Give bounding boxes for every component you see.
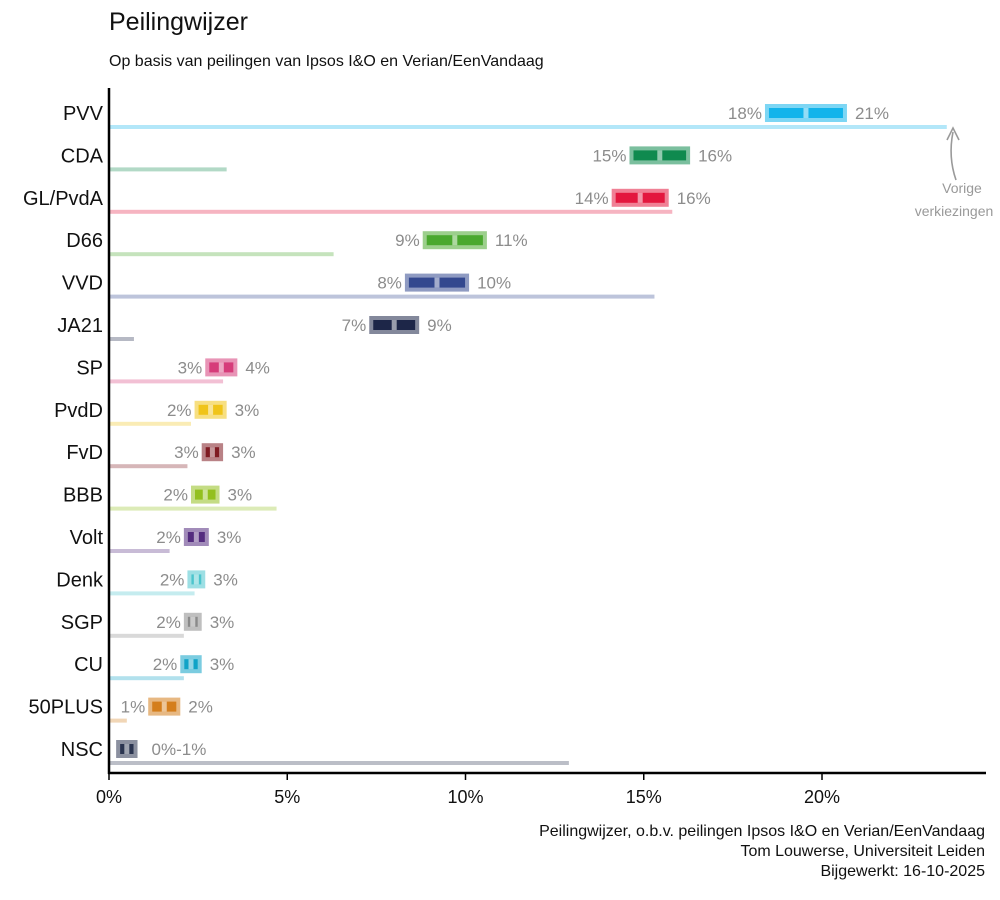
high-bound-label: 3% <box>228 486 253 505</box>
high-bound-label: 3% <box>217 528 242 547</box>
party-label: 50PLUS <box>29 697 104 719</box>
x-tick-label: 20% <box>804 787 840 807</box>
high-bound-label: 21% <box>855 104 889 123</box>
party-label: Denk <box>56 569 104 591</box>
poll-midpoint-marker <box>218 362 224 373</box>
high-bound-label: 3% <box>213 570 238 589</box>
high-bound-label: 10% <box>477 274 511 293</box>
low-bound-label: 2% <box>153 655 178 674</box>
previous-election-bar <box>109 125 947 129</box>
previous-election-bar <box>109 591 195 596</box>
low-bound-label: 2% <box>163 486 188 505</box>
low-bound-label: 3% <box>174 443 199 462</box>
low-bound-label: 14% <box>575 189 609 208</box>
poll-midpoint-marker <box>209 447 215 458</box>
poll-midpoint-marker <box>637 192 643 203</box>
low-bound-label: 8% <box>377 274 402 293</box>
annotation-line-2: verkiezingen <box>915 203 994 219</box>
low-bound-label: 15% <box>592 146 626 165</box>
low-bound-label: 2% <box>156 528 181 547</box>
previous-election-bar <box>109 718 127 723</box>
previous-election-bar <box>109 633 184 638</box>
party-label: GL/PvdA <box>23 188 104 210</box>
annotation-line-1: Vorige <box>942 180 982 196</box>
low-bound-label: 7% <box>342 316 367 335</box>
poll-midpoint-marker <box>391 320 397 330</box>
low-bound-label: 3% <box>178 358 203 377</box>
low-bound-label: 2% <box>160 570 185 589</box>
high-bound-label: 3% <box>210 655 235 674</box>
high-bound-label: 11% <box>495 231 528 250</box>
previous-election-bar <box>109 337 134 341</box>
previous-election-bar <box>109 506 277 511</box>
party-label: CDA <box>61 145 104 167</box>
party-label: BBB <box>63 485 103 507</box>
caption-source: Peilingwijzer, o.b.v. peilingen Ipsos I&… <box>539 823 985 840</box>
chart-area: PVV 18% 21% CDA 15% 16% GL/PvdA 14% 16% D66 9% 11% V… <box>23 88 994 807</box>
x-tick-label: 10% <box>447 787 483 807</box>
high-bound-label: 9% <box>427 316 452 335</box>
poll-midpoint-marker <box>452 235 458 246</box>
high-bound-label: 16% <box>677 189 711 208</box>
chart-title: Peilingwijzer <box>109 8 248 36</box>
high-bound-label: 4% <box>245 358 270 377</box>
previous-election-bar <box>109 421 191 426</box>
poll-midpoint-marker <box>434 277 440 288</box>
x-tick-label: 0% <box>96 787 122 807</box>
chart-subtitle: Op basis van peilingen van Ipsos I&O en … <box>109 53 544 70</box>
high-bound-label: 3% <box>235 401 260 420</box>
high-bound-label: 2% <box>188 698 213 717</box>
low-bound-label: 18% <box>728 104 762 123</box>
previous-election-bar <box>109 464 188 469</box>
party-label: Volt <box>70 527 104 549</box>
party-label: VVD <box>62 273 103 295</box>
annotation-arrowhead <box>946 126 960 141</box>
low-bound-label: 2% <box>156 613 181 632</box>
party-label: SGP <box>61 612 103 634</box>
poll-midpoint-marker <box>208 404 214 415</box>
party-label: PVV <box>63 103 104 125</box>
party-label: SP <box>76 357 103 379</box>
party-label: PvdD <box>54 400 103 422</box>
chart-caption: Peilingwijzer, o.b.v. peilingen Ipsos I&… <box>539 822 985 882</box>
poll-midpoint-marker <box>202 489 208 500</box>
high-bound-label: 3% <box>231 443 256 462</box>
party-label: JA21 <box>57 315 103 337</box>
previous-election-bar <box>109 294 655 299</box>
x-tick-label: 5% <box>274 787 300 807</box>
low-bound-label: 1% <box>121 698 146 717</box>
poll-midpoint-marker <box>193 574 199 585</box>
previous-election-bar <box>109 676 184 681</box>
poll-midpoint-marker <box>803 108 809 118</box>
previous-election-bar <box>109 549 170 553</box>
poll-midpoint-marker <box>161 701 167 712</box>
poll-midpoint-marker <box>657 150 663 161</box>
low-bound-label: 2% <box>167 401 192 420</box>
party-label: D66 <box>66 230 103 252</box>
previous-election-bar <box>109 761 569 765</box>
poll-midpoint-marker <box>193 532 199 542</box>
previous-election-bar <box>109 209 673 214</box>
party-label: NSC <box>61 739 103 761</box>
party-label: CU <box>74 654 103 676</box>
high-bound-label: 3% <box>210 613 235 632</box>
party-label: FvD <box>66 442 103 464</box>
poll-midpoint-marker <box>124 744 130 754</box>
range-label: 0%-1% <box>152 740 207 759</box>
poll-midpoint-marker <box>190 616 196 627</box>
previous-election-bar <box>109 167 227 172</box>
annotation-arrow <box>950 131 957 181</box>
low-bound-label: 9% <box>395 231 420 250</box>
x-tick-label: 15% <box>626 787 662 807</box>
previous-election-bar <box>109 379 224 384</box>
caption-author: Tom Louwerse, Universiteit Leiden <box>740 843 985 860</box>
caption-updated: Bijgewerkt: 16-10-2025 <box>820 863 985 880</box>
poll-midpoint-marker <box>188 659 194 670</box>
previous-election-bar <box>109 252 334 257</box>
high-bound-label: 16% <box>698 146 732 165</box>
